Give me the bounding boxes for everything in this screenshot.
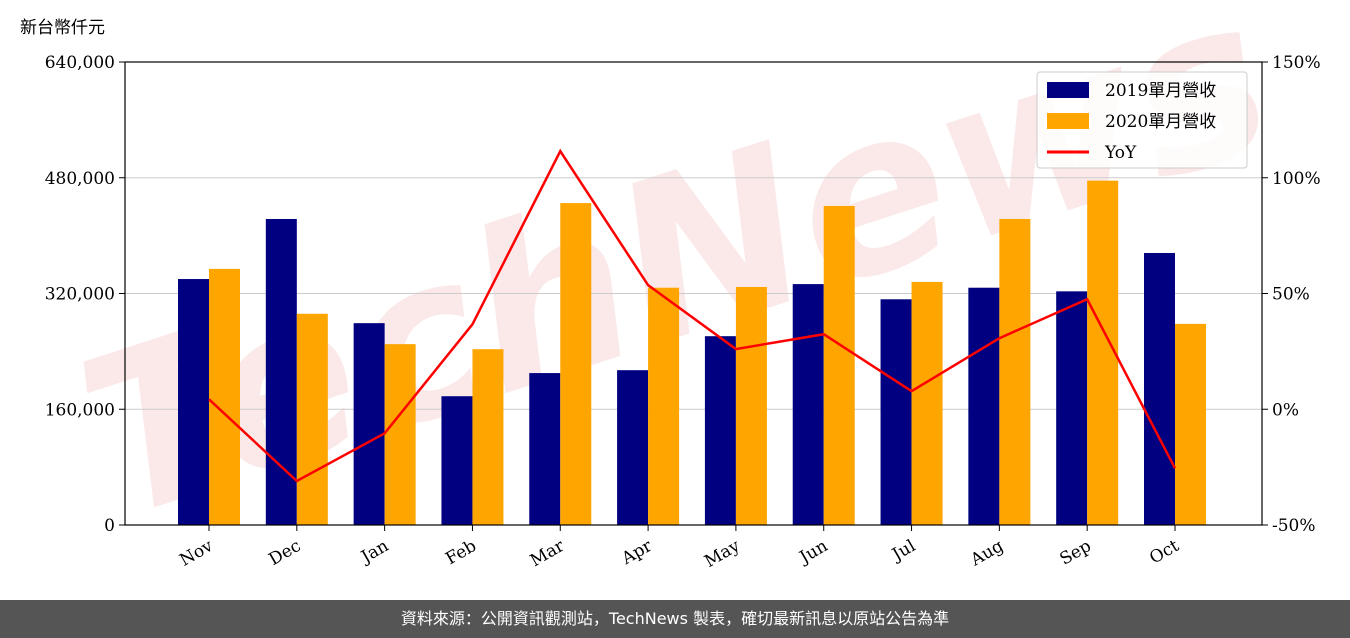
x-tick-label: Mar [527, 536, 569, 572]
x-tick-label: Jan [356, 536, 392, 568]
y-tick-label: 320,000 [45, 285, 115, 305]
y-tick-label: 640,000 [45, 53, 115, 73]
x-tick-label: Jul [887, 536, 919, 566]
bar [735, 286, 767, 525]
footer: 資料來源：公開資訊觀測站，TechNews 製表，確切最新訊息以原站公告為準 [401, 609, 949, 628]
y2-tick-label: 0% [1272, 400, 1299, 420]
bar [560, 203, 592, 525]
line-series [208, 148, 1177, 483]
legend-label: 2019單月營收 [1105, 81, 1216, 101]
bar [296, 313, 328, 525]
bar [792, 284, 824, 525]
y-tick-label: 480,000 [45, 169, 115, 189]
y2-tick-label: 150% [1272, 53, 1321, 73]
bar [968, 287, 1000, 525]
bar [265, 218, 297, 525]
legend-label: YoY [1104, 143, 1137, 163]
y2-tick-label: 100% [1272, 169, 1321, 189]
bar [472, 349, 504, 525]
x-tick-label: Sep [1056, 536, 1094, 570]
bar [441, 396, 473, 525]
x-tick-label: Apr [618, 536, 657, 570]
bar [999, 218, 1031, 525]
bar [1056, 291, 1088, 525]
legend-swatch [1047, 82, 1089, 98]
plot-frame [124, 61, 1263, 526]
legend-swatch [1047, 113, 1089, 129]
bar [1087, 180, 1119, 526]
footer-band [0, 600, 1350, 638]
bar [353, 323, 385, 525]
bar [384, 344, 416, 525]
x-tick-label: Jun [795, 536, 832, 569]
unit-label: 新台幣仟元 [20, 18, 105, 38]
x-tick-label: Aug [966, 536, 1007, 571]
bar [704, 336, 736, 525]
bar [209, 268, 240, 525]
bar [823, 205, 855, 526]
bar [911, 281, 943, 525]
x-tick-label: Oct [1146, 536, 1182, 569]
y-tick-label: 0 [104, 516, 115, 536]
y2-tick-label: -50% [1272, 516, 1316, 536]
bar [648, 287, 680, 525]
y-tick-label: 160,000 [45, 400, 115, 420]
bar [617, 370, 649, 525]
y2-tick-label: 50% [1272, 285, 1310, 305]
x-tick-label: Feb [442, 536, 480, 569]
legend-label: 2020單月營收 [1105, 112, 1216, 132]
bar [880, 299, 912, 525]
bar [178, 279, 209, 525]
x-tick-label: May [701, 536, 744, 572]
bar [1175, 323, 1206, 525]
legend-box [1036, 71, 1248, 169]
x-tick-label: Dec [266, 536, 305, 570]
bar [529, 373, 561, 525]
bar [1144, 252, 1175, 526]
